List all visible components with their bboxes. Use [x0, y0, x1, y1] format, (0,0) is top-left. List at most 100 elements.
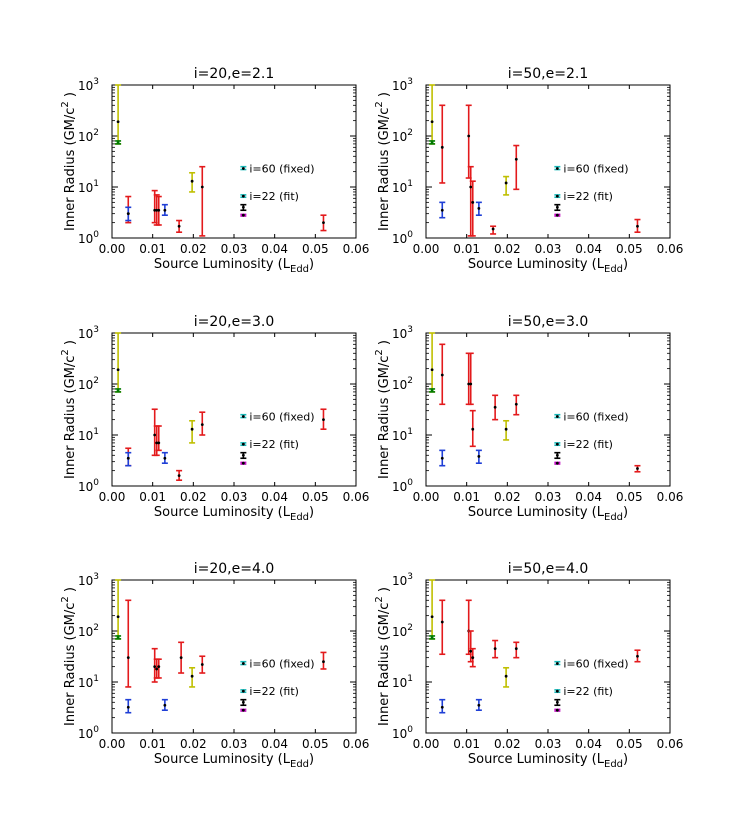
x-tick-label: 0.02 — [180, 490, 207, 504]
data-point-yellow — [429, 332, 436, 393]
marker — [430, 368, 434, 372]
marker — [190, 179, 194, 183]
x-tick-label: 0.04 — [575, 490, 602, 504]
panel-title: i=50,e=3.0 — [508, 314, 589, 330]
data-point-red — [151, 647, 158, 683]
y-tick-label: 102 — [78, 128, 99, 144]
marker — [555, 700, 559, 704]
data-point-magenta — [554, 213, 561, 217]
x-tick-label: 0.05 — [302, 242, 329, 256]
data-point-red — [467, 352, 474, 406]
data-point-red — [469, 647, 476, 668]
marker — [493, 647, 497, 651]
x-tick-label: 0.06 — [343, 242, 370, 256]
marker — [440, 373, 444, 377]
x-tick-label: 0.01 — [453, 737, 480, 751]
subplot-2: i=50,e=2.1 0.00 0.01 0.02 0.03 0.04 0.05 0.06 10… — [374, 66, 683, 275]
y-tick-label: 100 — [78, 725, 99, 741]
data-point-blue — [439, 201, 446, 219]
data-point-red — [439, 599, 446, 656]
x-tick-label: 0.00 — [99, 490, 126, 504]
data-point-cyan — [240, 413, 247, 419]
marker — [241, 708, 245, 712]
data-point-red — [490, 225, 497, 235]
legend-fixed-label: i=60 (fixed) — [249, 411, 314, 424]
subplot-5: i=20,e=4.0 0.00 0.01 0.02 0.03 0.04 0.05 0.06 10… — [60, 561, 369, 770]
marker — [241, 194, 245, 198]
data-point-red — [199, 655, 206, 674]
x-tick-label: 0.05 — [616, 737, 643, 751]
panel-title: i=20,e=4.0 — [194, 561, 275, 577]
data-point-red — [320, 651, 327, 670]
data-point-blue — [439, 698, 446, 714]
marker — [467, 382, 471, 386]
data-point-blue — [125, 451, 132, 467]
marker — [241, 453, 245, 457]
marker — [504, 427, 508, 431]
legend-fixed-label: i=60 (fixed) — [563, 163, 628, 176]
subplot-1: i=20,e=2.1 0.00 0.01 0.02 0.03 0.04 0.05 0.06 10… — [60, 66, 369, 275]
x-tick-label: 0.02 — [494, 242, 521, 256]
marker — [469, 649, 473, 653]
y-tick-label: 103 — [78, 325, 99, 341]
data-point-green — [429, 388, 436, 393]
y-tick-label: 101 — [78, 179, 99, 195]
plot-frame — [111, 579, 357, 734]
marker — [555, 194, 559, 198]
x-tick-label: 0.01 — [453, 242, 480, 256]
x-tick-label: 0.04 — [261, 242, 288, 256]
x-tick-label: 0.01 — [139, 737, 166, 751]
x-tick-label: 0.03 — [221, 490, 248, 504]
y-tick-label: 103 — [78, 77, 99, 93]
data-point-yellow — [189, 419, 196, 444]
y-axis-label: Inner Radius (GM/c2 ) — [60, 92, 78, 231]
marker — [477, 703, 481, 707]
data-point-blue — [475, 449, 482, 464]
legend-fit-label: i=22 (fit) — [249, 190, 299, 203]
marker — [200, 663, 204, 666]
data-point-blue — [125, 206, 132, 222]
panel-title: i=50,e=2.1 — [508, 66, 589, 82]
panel-title: i=50,e=4.0 — [508, 561, 589, 577]
marker — [555, 213, 559, 217]
data-point-magenta — [240, 708, 247, 712]
marker — [514, 647, 518, 651]
x-axis-label: Source Luminosity (LEdd) — [154, 505, 314, 523]
marker — [241, 205, 245, 209]
marker — [555, 689, 559, 693]
y-tick-label: 102 — [78, 376, 99, 392]
legend-fit-label: i=22 (fit) — [249, 685, 299, 698]
x-tick-label: 0.00 — [99, 737, 126, 751]
data-point-cyan — [554, 689, 561, 694]
marker — [163, 703, 167, 707]
subplot-3: i=20,e=3.0 0.00 0.01 0.02 0.03 0.04 0.05 0.06 10… — [60, 314, 369, 523]
data-point-red — [199, 165, 206, 237]
marker — [555, 453, 559, 457]
marker — [440, 145, 444, 149]
plot-frame — [111, 332, 357, 487]
data-point-green — [429, 140, 436, 145]
y-axis-label: Inner Radius (GM/c2 ) — [374, 587, 392, 726]
data-point-yellow — [503, 175, 510, 196]
marker — [469, 382, 473, 386]
data-point-magenta — [554, 708, 561, 712]
data-point-blue — [475, 201, 482, 216]
data-point-yellow — [115, 332, 122, 393]
x-tick-label: 0.01 — [139, 242, 166, 256]
x-tick-label: 0.06 — [343, 737, 370, 751]
marker — [440, 208, 444, 212]
marker — [514, 157, 518, 161]
x-tick-label: 0.02 — [180, 737, 207, 751]
legend-fit-label: i=22 (fit) — [563, 438, 613, 451]
marker — [126, 705, 130, 709]
x-tick-label: 0.02 — [180, 242, 207, 256]
data-point-yellow — [115, 579, 122, 640]
marker — [514, 402, 518, 406]
x-tick-label: 0.02 — [494, 737, 521, 751]
x-axis-label: Source Luminosity (LEdd) — [468, 505, 628, 523]
y-tick-label: 100 — [392, 725, 413, 741]
marker — [200, 423, 204, 426]
subplot-4: i=50,e=3.0 0.00 0.01 0.02 0.03 0.04 0.05 0.06 10… — [374, 314, 683, 523]
marker — [555, 167, 559, 170]
data-point-red — [469, 180, 476, 237]
